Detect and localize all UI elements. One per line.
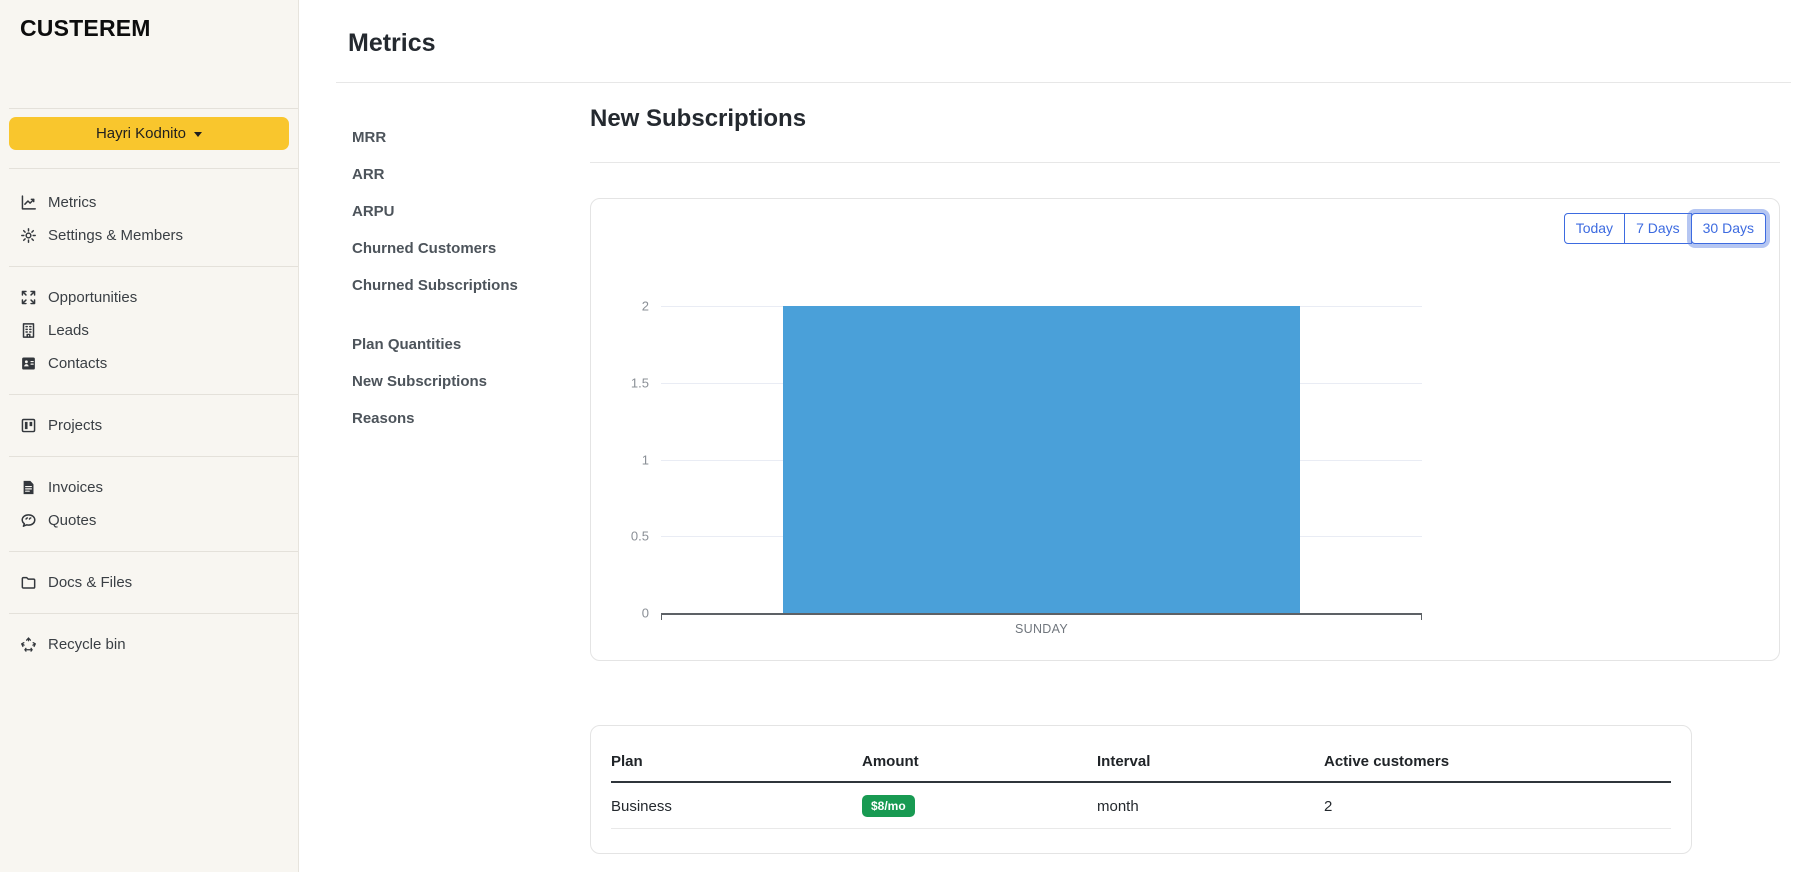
sidebar-group-divider xyxy=(9,456,298,457)
sidebar-group-divider xyxy=(9,613,298,614)
contact-card-icon xyxy=(20,355,37,372)
sidebar-group-divider xyxy=(9,551,298,552)
bar-chart-plot: 0 0.5 1 1.5 2 SUNDAY xyxy=(631,299,1422,636)
sidebar-nav: Metrics Settings & Members Opportunities Le… xyxy=(0,169,298,661)
metrics-nav-item-churned-customers[interactable]: Churned Customers xyxy=(352,240,497,257)
section-divider xyxy=(590,162,1780,163)
main-area: Metrics MRR ARR ARPU Churned Customers Churn… xyxy=(299,0,1795,872)
table-header-row: Plan Amount Interval Active customers xyxy=(611,745,1671,783)
metrics-nav-item-reasons[interactable]: Reasons xyxy=(352,410,415,427)
sidebar-divider xyxy=(9,108,298,109)
chevron-down-icon xyxy=(194,132,203,137)
chart-trend-icon xyxy=(20,194,37,211)
sidebar-item-label: Opportunities xyxy=(48,289,138,306)
sidebar-item-label: Invoices xyxy=(48,479,104,496)
sidebar: CUSTEREM Hayri Kodnito Metrics Settings &… xyxy=(0,0,299,872)
user-menu-label: Hayri Kodnito xyxy=(95,125,187,142)
metrics-nav-item-plan-quantities[interactable]: Plan Quantities xyxy=(352,336,462,353)
sidebar-item-leads[interactable]: Leads xyxy=(0,314,298,347)
sidebar-item-metrics[interactable]: Metrics xyxy=(0,186,298,219)
gear-icon xyxy=(20,227,37,244)
sidebar-item-label: Metrics xyxy=(48,194,97,211)
content-section: New Subscriptions Today 7 Days 30 Days 0 0.… xyxy=(590,105,1780,854)
range-button-7-days[interactable]: 7 Days xyxy=(1624,213,1692,244)
user-menu-button[interactable]: Hayri Kodnito xyxy=(9,117,289,150)
sidebar-item-docs-files[interactable]: Docs & Files xyxy=(0,566,298,599)
chart-card: Today 7 Days 30 Days 0 0.5 1 1.5 2 SUNDAY xyxy=(590,198,1780,661)
content-row: MRR ARR ARPU Churned Customers Churned Subsc… xyxy=(299,83,1795,854)
y-axis-tick-label: 1 xyxy=(641,452,649,467)
cell-amount: $8/mo xyxy=(862,782,1097,829)
recycle-icon xyxy=(20,636,37,653)
table-row: Business $8/mo month 2 xyxy=(611,782,1671,829)
cell-active-customers: 2 xyxy=(1324,782,1671,829)
metrics-nav-item-mrr[interactable]: MRR xyxy=(352,129,387,146)
column-header-interval: Interval xyxy=(1097,745,1324,783)
speech-bubble-icon xyxy=(20,512,37,529)
y-axis-tick-label: 1.5 xyxy=(630,375,649,391)
plans-table-card: Plan Amount Interval Active customers Busine… xyxy=(590,725,1692,854)
kanban-icon xyxy=(20,417,37,434)
metrics-subnav: MRR ARR ARPU Churned Customers Churned Subsc… xyxy=(352,105,590,854)
user-menu-wrap: Hayri Kodnito xyxy=(0,109,298,168)
sidebar-item-label: Docs & Files xyxy=(48,574,133,591)
sidebar-group-divider xyxy=(9,266,298,267)
sidebar-item-label: Contacts xyxy=(48,355,108,372)
axis-tick xyxy=(661,615,662,620)
sidebar-item-label: Leads xyxy=(48,322,89,339)
sidebar-item-label: Quotes xyxy=(48,512,97,529)
sidebar-item-label: Projects xyxy=(48,417,103,434)
sidebar-item-contacts[interactable]: Contacts xyxy=(0,347,298,380)
folder-icon xyxy=(20,574,37,591)
sidebar-item-recycle-bin[interactable]: Recycle bin xyxy=(0,628,298,661)
metrics-nav-item-arpu[interactable]: ARPU xyxy=(352,203,395,220)
column-header-active-customers: Active customers xyxy=(1324,745,1671,783)
cell-plan: Business xyxy=(611,782,862,829)
app-logo: CUSTEREM xyxy=(20,15,151,41)
cell-interval: month xyxy=(1097,782,1324,829)
sidebar-group-divider xyxy=(9,394,298,395)
arrows-expand-icon xyxy=(20,289,37,306)
sidebar-item-label: Recycle bin xyxy=(48,636,126,653)
invoice-icon xyxy=(20,479,37,496)
sidebar-item-projects[interactable]: Projects xyxy=(0,409,298,442)
building-icon xyxy=(20,322,37,339)
y-axis-tick-label: 0 xyxy=(641,605,649,621)
section-title: New Subscriptions xyxy=(590,105,807,132)
y-axis-tick-label: 2 xyxy=(641,298,649,314)
page-divider xyxy=(336,82,1791,83)
sidebar-divider xyxy=(9,168,298,169)
sidebar-item-label: Settings & Members xyxy=(48,227,184,244)
bar-sunday xyxy=(782,306,1301,613)
sidebar-item-settings-members[interactable]: Settings & Members xyxy=(0,219,298,252)
axis-tick xyxy=(1421,615,1422,620)
metrics-nav-item-churned-subscriptions[interactable]: Churned Subscriptions xyxy=(352,277,518,294)
amount-badge: $8/mo xyxy=(862,795,915,817)
column-header-amount: Amount xyxy=(862,745,1097,783)
y-axis-tick-label: 0.5 xyxy=(630,528,649,544)
range-button-group: Today 7 Days 30 Days xyxy=(1563,213,1766,244)
x-axis-category-label: SUNDAY xyxy=(1015,622,1068,636)
sidebar-item-opportunities[interactable]: Opportunities xyxy=(0,281,298,314)
metrics-nav-item-arr[interactable]: ARR xyxy=(352,166,385,183)
metrics-nav-item-new-subscriptions[interactable]: New Subscriptions xyxy=(352,373,488,390)
column-header-plan: Plan xyxy=(611,745,862,783)
range-button-today[interactable]: Today xyxy=(1563,213,1626,244)
plans-table: Plan Amount Interval Active customers Busine… xyxy=(611,745,1671,829)
range-button-30-days[interactable]: 30 Days xyxy=(1690,213,1766,244)
sidebar-item-invoices[interactable]: Invoices xyxy=(0,471,298,504)
sidebar-item-quotes[interactable]: Quotes xyxy=(0,504,298,537)
page-title: Metrics xyxy=(348,29,436,57)
